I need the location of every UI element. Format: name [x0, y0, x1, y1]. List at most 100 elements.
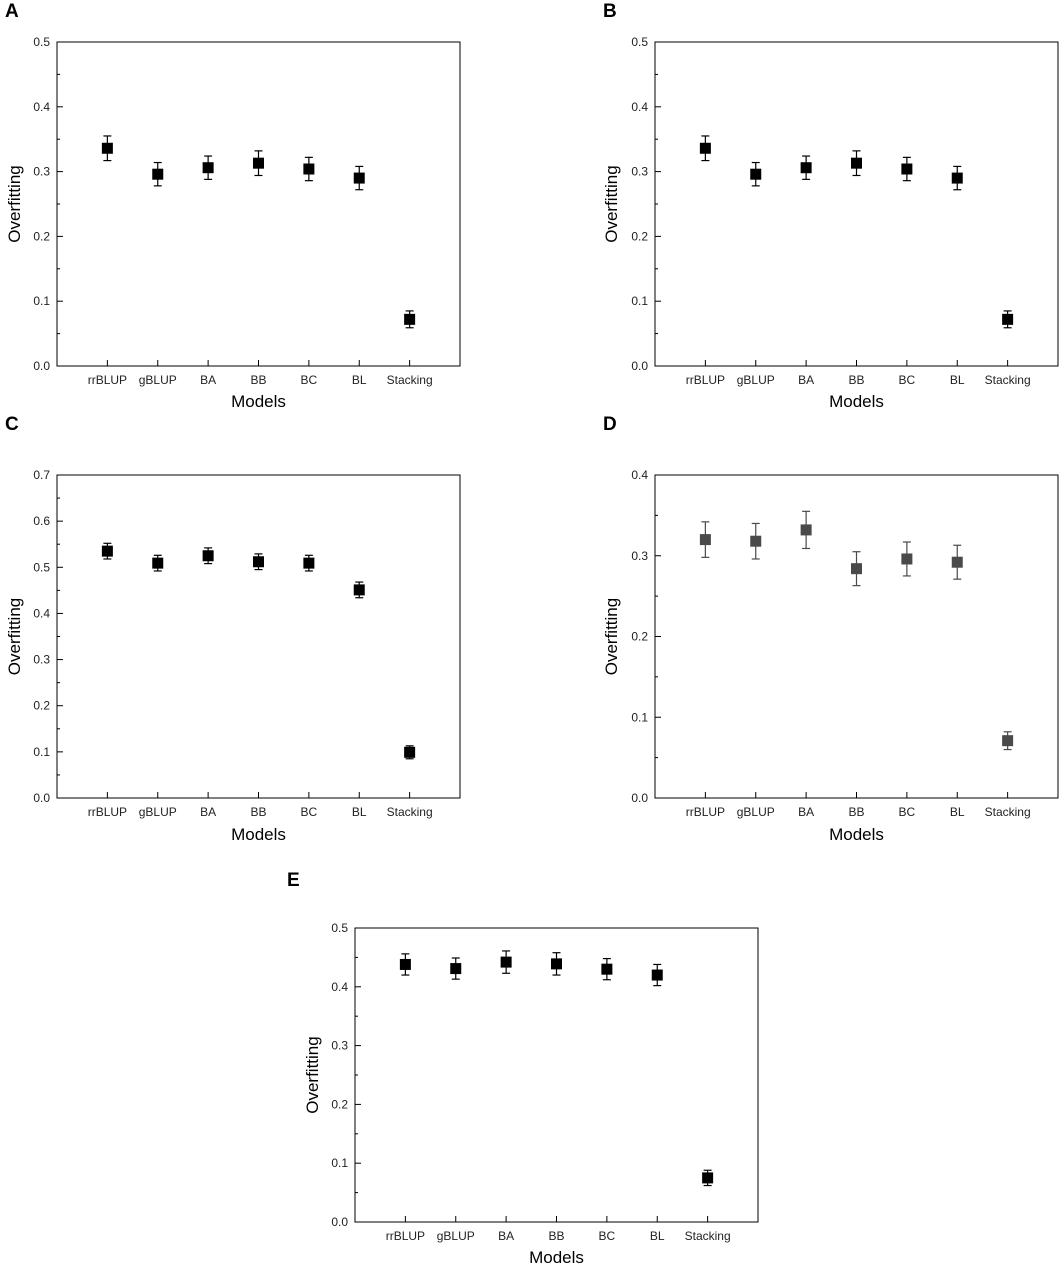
x-tick-label: BL: [352, 373, 367, 387]
y-axis-title: Overfitting: [5, 598, 24, 675]
data-point-bc: [303, 163, 315, 175]
y-tick-label: 0.3: [631, 165, 648, 179]
x-tick-label: gBLUP: [139, 805, 177, 819]
x-tick-label: BA: [798, 805, 814, 819]
y-tick-label: 0.4: [631, 100, 648, 114]
x-tick-label: Stacking: [387, 805, 433, 819]
y-axis-title: Overfitting: [602, 598, 621, 675]
data-point-rrblup: [101, 545, 113, 557]
y-tick-label: 0.2: [331, 1097, 348, 1111]
y-tick-label: 0.5: [331, 921, 348, 935]
y-tick-label: 0.4: [33, 606, 50, 620]
y-tick-label: 0.1: [631, 294, 648, 308]
plot-frame: [56, 41, 461, 367]
data-point-rrblup: [399, 958, 411, 970]
x-tick-label: BC: [301, 373, 318, 387]
x-tick-label: BL: [950, 373, 965, 387]
data-point-bl: [951, 556, 963, 568]
panel-b-plot: 0.0 0.1 0.2 0.3 0.4 0.5 rrBLUP gBLUP BA BB BC BL Sta…: [602, 35, 1059, 411]
x-tick-label: rrBLUP: [386, 1229, 425, 1243]
data-point-bb: [851, 563, 862, 575]
plot-frame: [56, 474, 461, 799]
data-point-bl: [353, 584, 365, 596]
x-tick-label: BC: [899, 373, 916, 387]
y-tick-label: 0.4: [631, 468, 648, 482]
y-tick-label: 0.4: [33, 100, 50, 114]
data-point-bb: [551, 958, 562, 970]
data-point-bb: [253, 157, 264, 169]
data-point-ba: [202, 162, 214, 174]
plot-frame: [654, 41, 1059, 367]
data-point-bl: [951, 172, 963, 184]
x-axis-title: Models: [829, 825, 884, 844]
x-tick-label: BA: [200, 373, 216, 387]
data-point-gblup: [450, 963, 462, 975]
plot-frame: [654, 474, 1059, 799]
data-point-bc: [303, 557, 315, 569]
data-point-bc: [601, 963, 613, 975]
data-point-bb: [253, 556, 264, 568]
data-point-stacking: [1002, 735, 1014, 747]
y-tick-label: 0.2: [33, 699, 50, 713]
data-point-rrblup: [101, 142, 113, 154]
y-tick-label: 0.0: [33, 359, 50, 373]
y-tick-label: 0.7: [33, 468, 50, 482]
x-tick-label: BB: [250, 373, 266, 387]
data-point-stacking: [702, 1172, 714, 1184]
data-point-stacking: [404, 746, 416, 758]
x-tick-label: Stacking: [685, 1229, 731, 1243]
x-tick-label: BB: [548, 1229, 564, 1243]
x-tick-label: BA: [200, 805, 216, 819]
y-axis-title: Overfitting: [602, 165, 621, 242]
panel-c-plot: 0.0 0.1 0.2 0.3 0.4 0.5 0.6 0.7 rrBLUP gBLUP BA BB B…: [5, 468, 461, 844]
y-tick-label: 0.1: [631, 710, 648, 724]
x-tick-label: gBLUP: [737, 805, 775, 819]
x-tick-label: Stacking: [387, 373, 433, 387]
y-tick-label: 0.6: [33, 514, 50, 528]
data-point-stacking: [1002, 313, 1014, 325]
data-point-gblup: [152, 168, 164, 180]
x-tick-label: gBLUP: [437, 1229, 475, 1243]
data-point-bc: [901, 553, 913, 565]
data-point-ba: [800, 162, 812, 174]
data-point-gblup: [750, 535, 762, 547]
panel-label-c: C: [5, 414, 19, 435]
y-tick-label: 0.0: [33, 791, 50, 805]
data-point-bl: [353, 172, 365, 184]
x-tick-label: BC: [899, 805, 916, 819]
y-tick-label: 0.2: [631, 630, 648, 644]
panel-label-d: D: [603, 414, 617, 435]
data-point-rrblup: [699, 534, 711, 546]
data-point-bb: [851, 157, 862, 169]
data-point-gblup: [152, 557, 164, 569]
x-axis-title: Models: [231, 392, 286, 411]
y-tick-label: 0.5: [631, 35, 648, 49]
panel-d-plot: 0.0 0.1 0.2 0.3 0.4 rrBLUP gBLUP BA BB BC BL Stacki…: [602, 468, 1059, 844]
x-axis-title: Models: [829, 392, 884, 411]
y-tick-label: 0.3: [331, 1039, 348, 1053]
x-axis-title: Models: [231, 825, 286, 844]
x-tick-label: gBLUP: [737, 373, 775, 387]
data-point-ba: [800, 524, 812, 536]
y-tick-label: 0.0: [331, 1215, 348, 1229]
x-tick-label: rrBLUP: [88, 805, 127, 819]
y-tick-label: 0.2: [631, 229, 648, 243]
x-tick-label: BB: [848, 805, 864, 819]
x-tick-label: BA: [498, 1229, 514, 1243]
x-tick-label: Stacking: [985, 373, 1031, 387]
y-tick-label: 0.1: [33, 745, 50, 759]
panel-label-a: A: [5, 1, 19, 22]
x-tick-label: BL: [352, 805, 367, 819]
x-tick-label: BL: [650, 1229, 665, 1243]
x-tick-label: BC: [599, 1229, 616, 1243]
y-axis-title: Overfitting: [5, 165, 24, 242]
x-axis-title: Models: [529, 1248, 584, 1267]
x-tick-label: BB: [250, 805, 266, 819]
y-tick-label: 0.0: [631, 791, 648, 805]
panel-label-e: E: [287, 870, 300, 891]
data-point-bl: [651, 969, 663, 981]
x-tick-label: BB: [848, 373, 864, 387]
x-tick-label: Stacking: [985, 805, 1031, 819]
data-point-ba: [500, 956, 512, 968]
